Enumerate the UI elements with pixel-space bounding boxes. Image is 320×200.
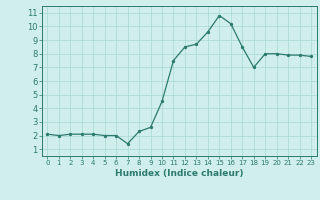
X-axis label: Humidex (Indice chaleur): Humidex (Indice chaleur) [115,169,244,178]
